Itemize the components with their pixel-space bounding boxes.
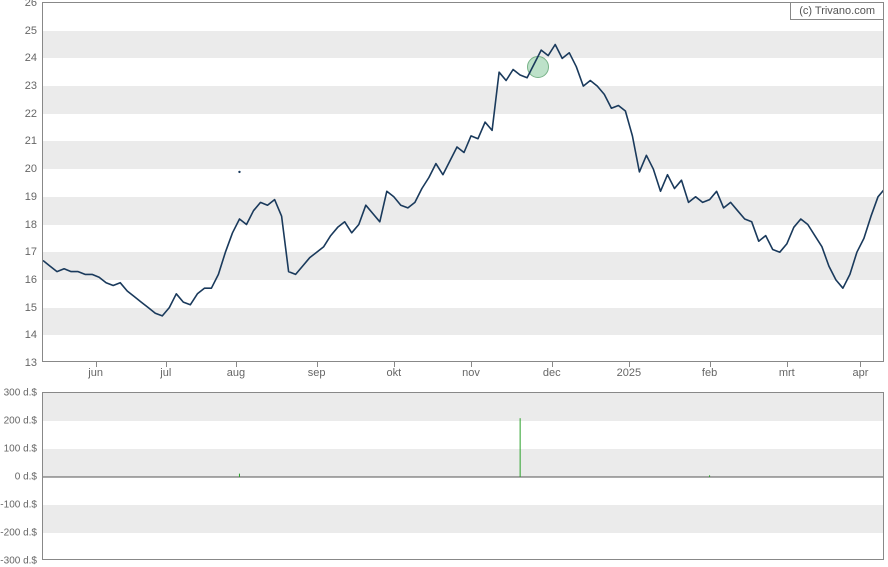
price-plot-area — [43, 3, 883, 361]
price-series-line — [43, 45, 883, 316]
volume-bar — [239, 474, 240, 477]
y-tick-label: -100 d.$ — [0, 500, 37, 511]
y-tick-label: 24 — [25, 52, 37, 64]
y-tick-label: 22 — [25, 108, 37, 120]
volume-chart: -300 d.$-200 d.$-100 d.$0 d.$100 d.$200 … — [42, 392, 884, 560]
x-tick-label: nov — [462, 367, 480, 379]
volume-bar — [520, 418, 521, 477]
y-tick-label: 16 — [25, 274, 37, 286]
x-tick-label: jun — [88, 367, 103, 379]
y-tick-label: 300 d.$ — [4, 388, 37, 399]
y-tick-label: 21 — [25, 135, 37, 147]
x-tick-label: jul — [160, 367, 171, 379]
y-tick-label: -200 d.$ — [0, 528, 37, 539]
x-tick-label: feb — [702, 367, 717, 379]
y-tick-label: 15 — [25, 302, 37, 314]
y-tick-label: 20 — [25, 163, 37, 175]
y-tick-label: 200 d.$ — [4, 416, 37, 427]
y-tick-label: 18 — [25, 219, 37, 231]
y-tick-label: 14 — [25, 329, 37, 341]
volume-bar — [709, 475, 710, 477]
y-tick-label: 13 — [25, 357, 37, 369]
outlier-point — [238, 171, 240, 173]
y-tick-label: 0 d.$ — [15, 472, 37, 483]
y-tick-label: 100 d.$ — [4, 444, 37, 455]
x-tick-label: mrt — [779, 367, 795, 379]
x-tick-label: dec — [543, 367, 561, 379]
x-tick-label: okt — [386, 367, 401, 379]
x-tick-label: sep — [308, 367, 326, 379]
y-tick-label: 17 — [25, 246, 37, 258]
y-tick-label: 19 — [25, 191, 37, 203]
x-tick-label: apr — [852, 367, 868, 379]
y-tick-label: 23 — [25, 80, 37, 92]
copyright-label: (c) Trivano.com — [790, 3, 883, 20]
x-tick-label: 2025 — [617, 367, 641, 379]
volume-bars-svg — [43, 393, 883, 559]
price-line-svg — [43, 3, 883, 361]
y-tick-label: 25 — [25, 25, 37, 37]
y-tick-label: 26 — [25, 0, 37, 9]
price-chart: (c) Trivano.com 131415161718192021222324… — [42, 2, 884, 362]
x-tick-label: aug — [227, 367, 245, 379]
volume-plot-area — [43, 393, 883, 559]
